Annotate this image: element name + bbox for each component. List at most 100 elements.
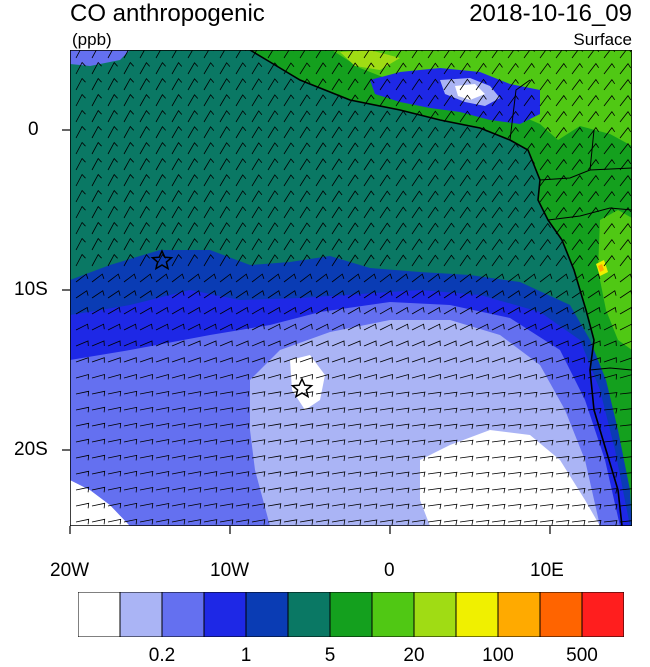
wind-barb: [187, 50, 199, 59]
wind-barb: [123, 157, 134, 171]
wind-barb: [331, 62, 343, 75]
wind-barb: [123, 406, 138, 413]
wind-barb: [107, 61, 118, 75]
wind-barb: [507, 487, 522, 494]
wind-barb: [251, 78, 263, 91]
wind-barb: [347, 487, 362, 493]
wind-barb: [555, 408, 570, 414]
wind-barb: [347, 94, 359, 107]
wind-barb: [139, 323, 153, 331]
wind-barb: [139, 502, 154, 509]
wind-barb: [475, 142, 487, 155]
wind-barb: [475, 62, 487, 75]
wind-barb: [395, 254, 407, 267]
wind-barb: [555, 323, 569, 331]
wind-barb: [283, 290, 297, 299]
wind-barb: [315, 323, 329, 331]
wind-barb: [251, 306, 265, 315]
wind-barb: [251, 487, 266, 493]
wind-barb: [427, 126, 439, 139]
wind-barb: [171, 254, 183, 267]
wind-barb: [155, 422, 170, 429]
wind-barb: [539, 471, 554, 478]
wind-barb: [91, 290, 105, 299]
wind-barb: [299, 455, 314, 461]
wind-barb: [363, 174, 375, 187]
wind-barb: [443, 306, 457, 315]
colorbar-swatch: [245, 592, 289, 637]
colorbar-label: 500: [566, 645, 598, 666]
wind-barb: [91, 502, 106, 509]
wind-barb: [411, 238, 423, 251]
wind-barb: [123, 518, 138, 525]
wind-barb: [379, 455, 394, 462]
wind-barb: [379, 50, 391, 59]
x-tick-label: 0: [384, 560, 395, 581]
wind-barb: [299, 254, 311, 267]
wind-barb: [299, 423, 314, 429]
wind-barb: [219, 238, 231, 251]
nw-corner-blob: [70, 50, 130, 66]
wind-barb: [475, 158, 487, 171]
wind-barb: [283, 62, 295, 75]
wind-barb: [507, 190, 519, 203]
wind-barb: [171, 78, 183, 91]
wind-barb: [91, 340, 105, 347]
wind-barb: [363, 519, 378, 525]
wind-barb: [139, 238, 150, 251]
wind-barb: [411, 94, 423, 107]
wind-barb: [299, 222, 311, 235]
wind-barb: [123, 93, 134, 107]
wind-barb: [251, 273, 265, 283]
wind-barb: [539, 94, 551, 107]
wind-barb: [363, 158, 375, 171]
wind-barb: [571, 222, 583, 235]
wind-barb: [315, 423, 330, 429]
wind-barb: [75, 518, 90, 525]
wind-barb: [75, 93, 86, 107]
wind-barb: [587, 373, 601, 380]
wind-barb: [315, 174, 327, 187]
wind-barb: [139, 340, 153, 347]
wind-barb: [523, 519, 538, 526]
wind-barb: [411, 519, 426, 526]
wind-barb: [571, 290, 585, 299]
wind-barb: [187, 323, 201, 331]
wind-barb: [155, 518, 170, 525]
wind-barb: [91, 390, 106, 397]
wind-barb: [443, 190, 455, 203]
wind-barb: [363, 126, 375, 139]
wind-barb: [603, 440, 618, 446]
wind-barb: [507, 126, 519, 139]
wind-barb: [219, 439, 234, 445]
wind-barb: [187, 373, 201, 380]
wind-barb: [619, 357, 632, 363]
wind-barb: [91, 157, 102, 171]
wind-barb: [555, 392, 570, 398]
wind-barb: [219, 110, 231, 123]
wind-barb: [507, 391, 522, 398]
wind-barb: [571, 440, 586, 446]
wind-barb: [267, 487, 282, 493]
wind-barb: [267, 519, 282, 525]
wind-barb: [171, 390, 186, 397]
wind-barb: [619, 374, 632, 380]
wind-barb: [395, 423, 410, 430]
wind-barb: [267, 62, 279, 75]
wind-barb: [363, 323, 377, 331]
wind-barb: [187, 206, 199, 219]
wind-barb: [363, 471, 378, 477]
wind-barb: [619, 79, 632, 91]
wind-barb: [251, 142, 263, 155]
wind-barb: [347, 238, 359, 251]
wind-barb: [619, 440, 632, 446]
wind-barb: [539, 222, 551, 235]
wind-barb: [443, 373, 457, 380]
colorbar-label: 0.2: [148, 645, 176, 666]
wind-barb: [427, 50, 439, 59]
wind-barb: [75, 502, 90, 509]
wind-barb: [603, 488, 618, 494]
wind-barb: [619, 472, 632, 478]
wind-barb: [347, 50, 359, 59]
wind-barb: [603, 472, 618, 478]
